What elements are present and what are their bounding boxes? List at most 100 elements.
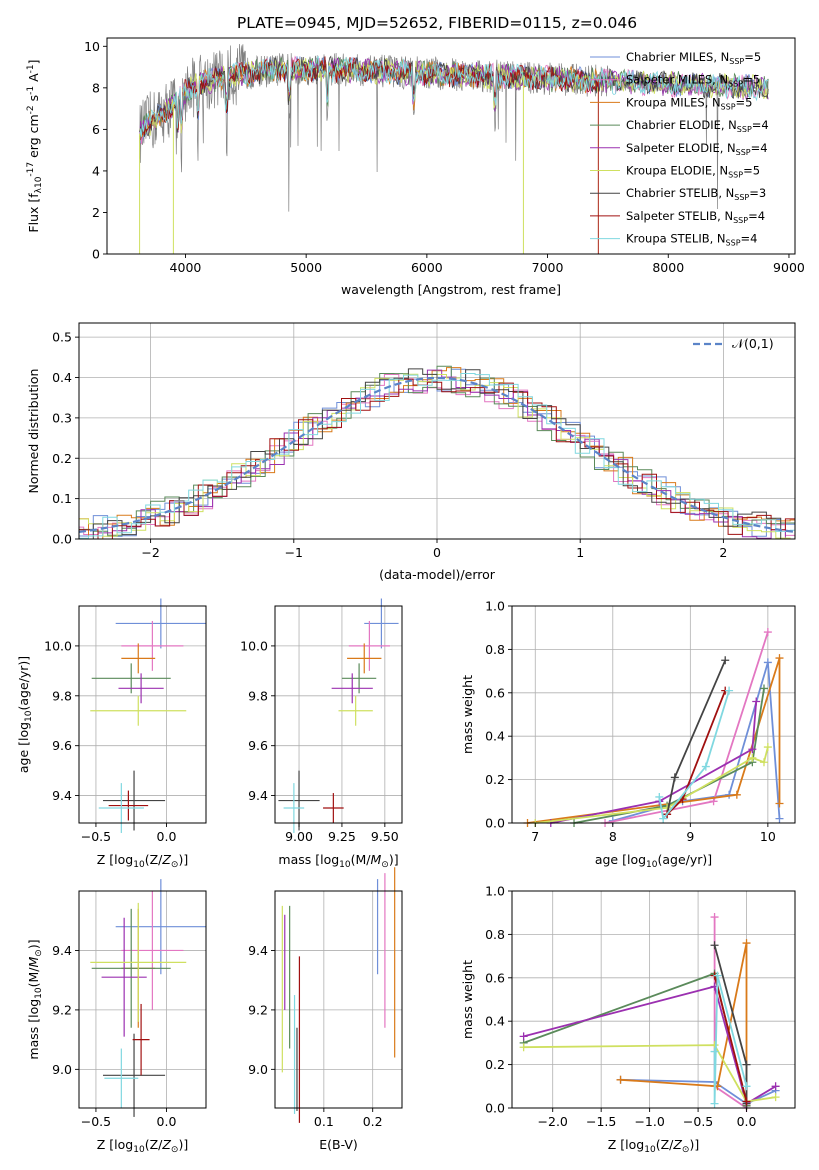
- weight-line-chabrier-miles: [620, 1078, 776, 1105]
- weight-marker: [775, 814, 784, 823]
- weight-marker: [752, 697, 761, 706]
- weight-line-salpeter-miles: [604, 631, 769, 824]
- x-tick-label: −0.5: [683, 1114, 713, 1129]
- histogram-kroupa-miles: [79, 367, 795, 539]
- y-axis-label: age [log10(age/yr)]: [16, 656, 34, 773]
- legend-label: Salpeter STELIB, NSSP=4: [626, 209, 765, 225]
- weight-marker: [710, 913, 719, 922]
- figure-title: PLATE=0945, MJD=52652, FIBERID=0115, z=0…: [237, 14, 637, 32]
- model-line-kroupa-stelib: [139, 55, 769, 144]
- y-tick-label: 0.8: [485, 642, 505, 657]
- weight-marker: [771, 1082, 780, 1091]
- y-axis-label: mass [log10(M/M⊙)]: [26, 939, 44, 1059]
- legend: Chabrier MILES, NSSP=5 Salpeter MILES, NS…: [590, 50, 769, 248]
- x-axis-label: wavelength [Angstrom, rest frame]: [341, 282, 561, 297]
- legend-label: Chabrier ELODIE, NSSP=4: [626, 118, 769, 134]
- histogram-salpeter-stelib: [79, 378, 795, 539]
- y-tick-label: 0: [92, 247, 100, 262]
- spectrum-panel: 4000 5000 6000 7000 8000 9000 0 2 4 6 8 10 wavelengt…: [26, 37, 805, 297]
- weight-marker: [710, 1099, 719, 1108]
- weight-line-chabrier-miles: [612, 662, 781, 822]
- x-tick-label: −0.5: [81, 1114, 111, 1129]
- x-tick-label: 0.0: [157, 829, 177, 844]
- y-tick-label: 9.2: [52, 1002, 72, 1017]
- residuals-panel: −2 −1 0 1 2 0.0 0.1 0.2 0.3 0.4 0.5 (data-model)/er…: [26, 322, 796, 582]
- y-tick-label: 10: [84, 39, 100, 54]
- weight-marker: [742, 939, 751, 948]
- x-tick-label: 9.50: [371, 829, 399, 844]
- weight-marker: [759, 758, 768, 767]
- y-tick-label: 0.4: [52, 370, 72, 385]
- y-tick-label: 0.1: [52, 491, 72, 506]
- y-tick-label: 1.0: [485, 884, 505, 899]
- weight-marker: [519, 1043, 528, 1052]
- histogram-kroupa-stelib: [79, 373, 795, 539]
- legend-label-normal: 𝒩(0,1): [732, 336, 774, 351]
- x-axis-label: Z [log10(Z/Z⊙)]: [97, 1137, 188, 1155]
- weight-marker: [713, 971, 722, 980]
- weight-marker: [655, 792, 664, 801]
- weight-marker: [759, 684, 768, 693]
- histogram-kroupa-elodie: [79, 373, 791, 539]
- legend-label: Kroupa ELODIE, NSSP=5: [626, 164, 760, 180]
- y-tick-label: 0.6: [485, 685, 505, 700]
- x-tick-label: 0.1: [314, 1114, 334, 1129]
- x-tick-label: 8000: [652, 260, 684, 275]
- y-tick-label: 0.4: [485, 729, 505, 744]
- x-tick-label: 0.0: [157, 1114, 177, 1129]
- axes-frame: [78, 890, 207, 1109]
- y-tick-label: 4: [92, 163, 100, 178]
- y-tick-label: 0.0: [485, 1101, 505, 1116]
- x-tick-label: 9.00: [285, 829, 313, 844]
- weight-marker: [763, 658, 772, 667]
- normal-curve: [78, 376, 796, 533]
- weight-line-salpeter-stelib: [713, 975, 748, 1102]
- weight-marker: [771, 1093, 780, 1102]
- weight-marker: [710, 941, 719, 950]
- mass-vs-z-panel: −0.5 0.0 9.0 9.2 9.4 Z [log10(Z/Z⊙)] mass [log…: [26, 879, 207, 1155]
- weight-marker: [659, 814, 668, 823]
- x-tick-label: 4000: [170, 260, 202, 275]
- x-tick-label: 9.25: [328, 829, 356, 844]
- y-tick-label: 0.0: [485, 816, 505, 831]
- weight-vs-z-panel: −2.0 −1.5 −1.0 −0.5 0.0 0.0 0.2 0.4 0.6 0.8 1.0 Z […: [460, 884, 796, 1155]
- y-tick-label: 0.3: [52, 410, 72, 425]
- weight-marker: [725, 686, 734, 695]
- x-axis-label: Z [log10(Z/Z⊙)]: [97, 852, 188, 870]
- y-tick-label: 9.4: [248, 943, 268, 958]
- y-tick-label: 6: [92, 122, 100, 137]
- weight-line-kroupa-stelib: [658, 690, 730, 821]
- y-tick-label: 9.4: [248, 788, 268, 803]
- x-tick-label: 2: [719, 545, 727, 560]
- y-tick-label: 1.0: [485, 599, 505, 614]
- y-tick-label: 9.6: [248, 738, 268, 753]
- y-tick-label: 0.2: [485, 772, 505, 787]
- weight-marker: [763, 628, 772, 637]
- y-tick-label: 9.8: [248, 688, 268, 703]
- x-tick-label: 1: [576, 545, 584, 560]
- x-tick-label: 0.0: [737, 1114, 757, 1129]
- x-tick-label: 10: [760, 829, 776, 844]
- x-tick-label: 5000: [290, 260, 322, 275]
- y-axis-label: Flux [fλ10-17 erg cm-2 s-1 A-1]: [26, 59, 44, 232]
- y-tick-label: 8: [92, 80, 100, 95]
- x-tick-label: 9: [686, 829, 694, 844]
- x-axis-label: Z [log10(Z/Z⊙)]: [608, 1137, 699, 1155]
- x-tick-label: 0: [433, 545, 441, 560]
- mass-vs-ebv-panel: 0.1 0.2 9.0 9.2 9.4 E(B-V): [248, 867, 403, 1152]
- y-axis-label: Normed distribution: [26, 369, 41, 494]
- legend-label: Salpeter ELODIE, NSSP=4: [626, 141, 768, 157]
- weight-marker: [742, 1097, 751, 1106]
- legend-label: Kroupa STELIB, NSSP=4: [626, 232, 757, 248]
- weight-marker: [748, 745, 757, 754]
- y-tick-label: 9.4: [52, 788, 72, 803]
- axes-frame: [106, 37, 796, 255]
- weight-marker: [732, 790, 741, 799]
- legend-label: Kroupa MILES, NSSP=5: [626, 95, 752, 111]
- age-vs-mass-panel: 9.00 9.25 9.50 9.4 9.6 9.8 10.0 mass [log10(M/M…: [240, 598, 403, 870]
- weight-marker: [701, 762, 710, 771]
- axes-frame: [511, 605, 796, 824]
- x-tick-label: −0.5: [81, 829, 111, 844]
- y-tick-label: 9.6: [52, 738, 72, 753]
